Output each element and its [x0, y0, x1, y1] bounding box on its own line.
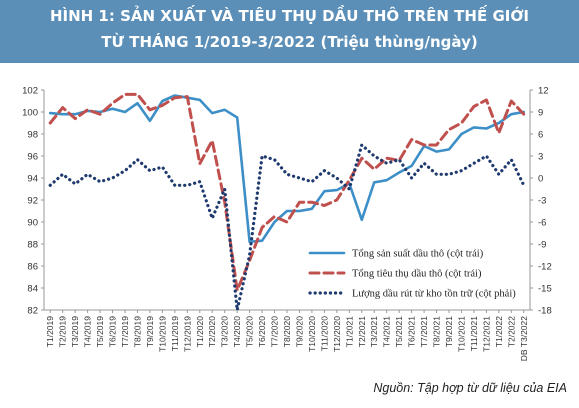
left-tick-label: 86 [27, 262, 38, 273]
x-tick-label: T8/2021 [432, 316, 442, 347]
legend-label-2: Tổng tiêu thụ dầu thô (cột trái) [352, 269, 482, 280]
x-tick-label: DB T3/2022 [519, 316, 529, 361]
x-tick-label: T9/2019 [145, 316, 155, 347]
x-tick-label: T1/2020 [195, 316, 205, 347]
left-tick-label: 88 [27, 240, 38, 251]
x-tick-label: T6/2019 [108, 316, 118, 347]
right-tick-label: 6 [538, 130, 543, 141]
chart-ticks: 828486889092949698100102-18-15-12-9-6-30… [22, 86, 552, 362]
x-tick-label: T4/2020 [232, 316, 242, 347]
right-tick-label: 0 [538, 174, 543, 185]
left-tick-label: 92 [27, 196, 38, 207]
legend-label-3: Lượng dầu rút từ kho tồn trữ (cột phải) [352, 289, 516, 300]
title-banner: HÌNH 1: SẢN XUẤT VÀ TIÊU THỤ DẦU THÔ TRÊ… [0, 0, 579, 63]
right-tick-label: -18 [538, 306, 552, 317]
left-tick-label: 84 [27, 284, 38, 295]
x-tick-label: T10/2020 [307, 316, 317, 352]
x-tick-label: T6/2020 [257, 316, 267, 347]
x-tick-label: T3/2021 [369, 316, 379, 347]
left-tick-label: 94 [27, 174, 38, 185]
chart-legend: Tổng sản suất dầu thô (cột trái) Tổng tiê… [308, 249, 516, 300]
source-note: Nguồn: Tập hợp từ dữ liệu của EIA [373, 381, 567, 395]
x-tick-label: T2/2021 [357, 316, 367, 347]
left-tick-label: 96 [27, 152, 38, 163]
right-tick-label: -15 [538, 284, 552, 295]
x-tick-label: T7/2020 [270, 316, 280, 347]
series-line-1 [48, 94, 526, 244]
series-line-2 [48, 92, 526, 292]
x-tick-label: T7/2021 [419, 316, 429, 347]
series-line-3 [48, 143, 526, 312]
x-tick-label: T8/2020 [282, 316, 292, 347]
chart-title-line-2: TỪ THÁNG 1/2019-3/2022 (Triệu thùng/ngày… [101, 33, 478, 51]
x-tick-label: T8/2019 [132, 316, 142, 347]
x-tick-label: T11/2019 [170, 316, 180, 352]
right-tick-label: -6 [538, 218, 546, 229]
x-tick-label: T5/2020 [245, 316, 255, 347]
left-tick-label: 90 [27, 218, 38, 229]
x-tick-label: T9/2021 [444, 316, 454, 347]
left-tick-label: 100 [22, 108, 38, 119]
x-tick-label: T6/2021 [407, 316, 417, 347]
x-tick-label: T3/2020 [220, 316, 230, 347]
right-tick-label: -9 [538, 240, 546, 251]
x-tick-label: T4/2019 [83, 316, 93, 347]
x-tick-label: T12/2021 [481, 316, 491, 352]
x-tick-label: T5/2019 [95, 316, 105, 347]
x-tick-label: T2/2020 [207, 316, 217, 347]
right-tick-label: 9 [538, 108, 543, 119]
x-tick-label: T7/2019 [120, 316, 130, 347]
x-tick-label: T11/2021 [469, 316, 479, 352]
x-tick-label: T12/2020 [332, 316, 342, 352]
left-tick-label: 98 [27, 130, 38, 141]
right-tick-label: 12 [538, 86, 549, 97]
x-tick-label: T1/2021 [344, 316, 354, 347]
x-tick-label: T1/2022 [494, 316, 504, 347]
x-tick-label: T3/2019 [70, 316, 80, 347]
chart-title-line-1: HÌNH 1: SẢN XUẤT VÀ TIÊU THỤ DẦU THÔ TRÊ… [49, 7, 530, 25]
right-tick-label: -3 [538, 196, 546, 207]
left-tick-label: 82 [27, 306, 38, 317]
left-tick-label: 102 [22, 86, 38, 97]
right-tick-label: -12 [538, 262, 552, 273]
x-tick-label: T2/2019 [58, 316, 68, 347]
x-tick-label: T12/2019 [182, 316, 192, 352]
x-tick-label: T10/2019 [157, 316, 167, 352]
right-tick-label: 3 [538, 152, 543, 163]
x-tick-label: T4/2021 [382, 316, 392, 347]
chart-series [48, 92, 526, 312]
x-tick-label: T11/2020 [319, 316, 329, 352]
x-tick-label: T10/2021 [456, 316, 466, 352]
legend-label-1: Tổng sản suất dầu thô (cột trái) [352, 249, 484, 260]
x-tick-label: T1/2019 [45, 316, 55, 347]
x-tick-label: T2/2022 [506, 316, 516, 347]
x-tick-label: T5/2021 [394, 316, 404, 347]
oil-chart: 828486889092949698100102-18-15-12-9-6-30… [22, 86, 552, 362]
x-tick-label: T9/2020 [294, 316, 304, 347]
